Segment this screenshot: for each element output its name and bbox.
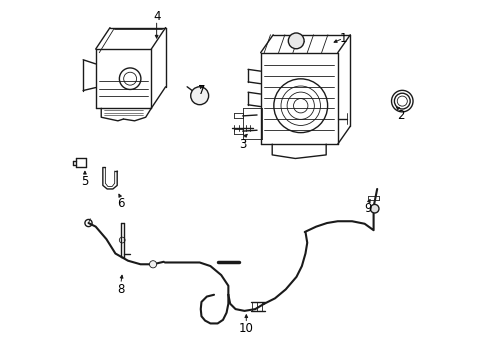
Text: 10: 10 — [238, 322, 253, 335]
Text: 7: 7 — [197, 84, 205, 97]
Circle shape — [190, 87, 208, 105]
Text: 1: 1 — [339, 32, 346, 45]
Text: 4: 4 — [153, 10, 160, 23]
Text: 6: 6 — [117, 197, 124, 210]
Circle shape — [369, 204, 378, 213]
Circle shape — [288, 33, 304, 49]
Text: 9: 9 — [364, 202, 371, 215]
Text: 8: 8 — [117, 283, 124, 296]
Text: 5: 5 — [81, 175, 88, 188]
Text: 3: 3 — [239, 138, 246, 150]
Text: 2: 2 — [396, 109, 404, 122]
Circle shape — [149, 261, 156, 268]
